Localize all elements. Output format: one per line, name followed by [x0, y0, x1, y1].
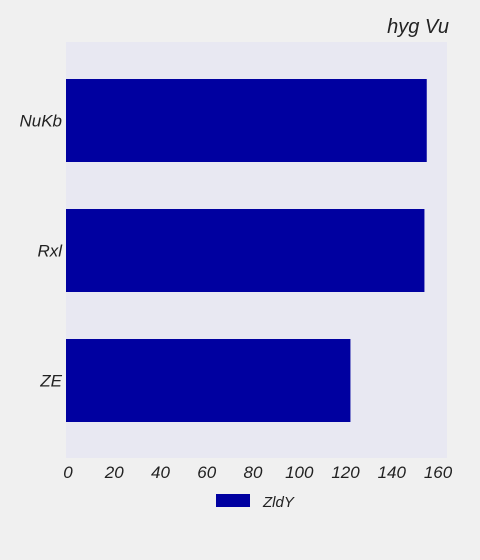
x-tick-label: 160 — [424, 463, 453, 482]
x-tick-label: 120 — [331, 463, 360, 482]
bars-layer — [66, 79, 427, 422]
legend-swatch — [216, 494, 250, 507]
legend: ZldY — [216, 494, 295, 511]
y-tick-label: ZE — [39, 372, 62, 391]
x-tick-labels: 0 20 40 60 80 100 120 140 160 — [63, 463, 452, 482]
x-tick-label: 100 — [285, 463, 314, 482]
y-tick-label: Rxl — [37, 242, 63, 261]
bar-ze — [66, 339, 351, 422]
chart-title: hyg Vu — [387, 16, 449, 38]
x-tick-label: 80 — [244, 463, 263, 482]
y-tick-labels: NuKb Rxl ZE — [19, 112, 63, 391]
y-tick-label: NuKb — [19, 112, 62, 131]
x-tick-label: 0 — [63, 463, 73, 482]
x-tick-label: 20 — [104, 463, 124, 482]
x-tick-label: 40 — [151, 463, 170, 482]
x-tick-label: 60 — [197, 463, 216, 482]
x-tick-label: 140 — [378, 463, 407, 482]
legend-label: ZldY — [262, 494, 295, 511]
bar-nukb — [66, 79, 427, 162]
bar-rxl — [66, 209, 425, 292]
